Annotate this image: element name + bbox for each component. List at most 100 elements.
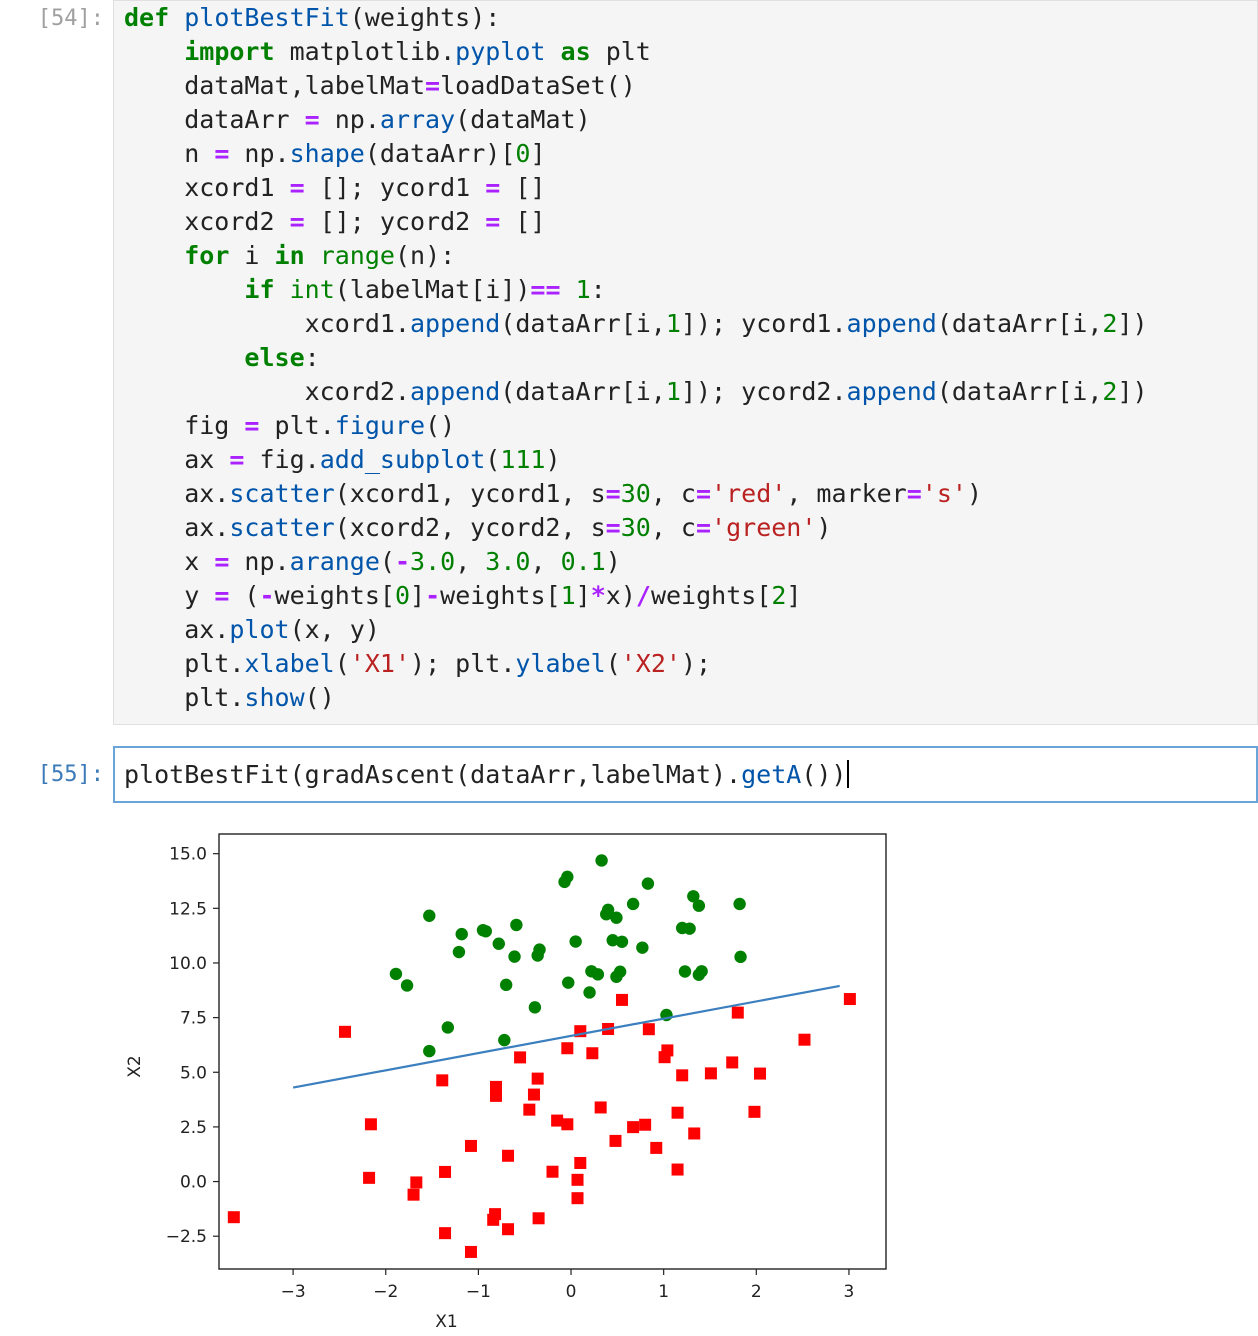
x-axis-label: X1 [435,1312,457,1332]
red-square-point [551,1114,564,1127]
red-square-point [661,1044,674,1057]
green-circle-point [498,1033,511,1047]
cell-55-prompt: [55]: [37,762,104,787]
red-square-point [639,1118,652,1131]
green-circle-point [510,918,523,932]
y-tick-label: 7.5 [180,1009,207,1029]
green-circle-point [389,967,403,981]
green-circle-point [423,1044,436,1058]
green-circle-point [615,935,629,948]
code-cell-55[interactable]: plotBestFit(gradAscent(dataArr,labelMat)… [113,746,1258,803]
code-line: ax.scatter(xcord1, ycord1, s=30, c='red'… [124,479,983,508]
code-cell-54[interactable]: def plotBestFit(weights): import matplot… [113,0,1258,725]
y-tick-label: 12.5 [169,899,207,919]
green-circle-point [455,927,468,941]
green-circle-point [695,965,708,978]
red-square-point [561,1042,574,1055]
red-square-point [731,1006,744,1019]
red-square-point [609,1134,622,1147]
green-circle-point [678,965,692,978]
cell-54-prompt: [54]: [37,6,104,31]
red-square-point [748,1105,761,1118]
red-square-point [798,1033,811,1046]
red-square-point [489,1089,502,1102]
green-circle-point [528,1001,542,1014]
x-tick-label: −2 [373,1282,398,1302]
green-circle-point [400,979,414,992]
x-tick-label: −1 [466,1282,491,1302]
red-square-point [571,1173,584,1186]
code-line: if int(labelMat[i])== 1: [244,275,606,304]
green-circle-point [692,899,706,912]
best-fit-line [292,984,840,1089]
green-circle-point [533,943,546,956]
green-circle-point [583,986,596,999]
code-line: xcord2.append(dataArr[i,1]); ycord2.appe… [124,377,1148,406]
green-circle-point [508,950,521,963]
red-square-point [439,1165,452,1178]
red-square-point [364,1118,377,1131]
red-square-point [671,1106,684,1119]
code-line: else: [244,343,320,372]
code-line: def plotBestFit(weights): [124,3,501,32]
red-square-point [514,1051,527,1064]
red-square-point [571,1192,584,1205]
y-axis-label: X2 [125,1055,145,1077]
code-editor-54[interactable]: def plotBestFit(weights): import matplot… [124,1,1257,715]
plot-frame [218,833,887,1270]
output-chart: −3 −2 −1 0 1 2 3 −2.5 0.0 2.5 5.0 7.5 10.0 12.5 15.0 X1… [125,833,887,1332]
code-editor-55[interactable]: plotBestFit(gradAscent(dataArr,labelMat)… [124,758,1256,792]
red-square-point [586,1047,599,1060]
x-tick-label: 0 [566,1282,577,1302]
code-line: ax.scatter(xcord2, ycord2, s=30, c='gree… [124,513,832,542]
y-tick-label: 5.0 [180,1063,207,1083]
y-tick-label: −2.5 [166,1227,207,1247]
red-square-point [227,1211,240,1224]
red-square-point [561,1118,574,1131]
x-tick-label: 2 [751,1282,762,1302]
code-line: x = np.arange(-3.0, 3.0, 0.1) [124,547,621,576]
green-circle-point [423,909,436,922]
x-tick-label: 3 [844,1282,855,1302]
code-line: plotBestFit(gradAscent(dataArr,labelMat)… [124,760,847,789]
red-square-point [502,1223,515,1236]
red-square-point [464,1139,477,1152]
red-square-point [527,1088,540,1101]
red-square-point [363,1171,376,1184]
green-circle-point [601,903,615,917]
red-square-point [410,1176,423,1189]
y-tick-label: 2.5 [180,1118,207,1138]
red-square-point [436,1074,449,1087]
green-circle-point [452,945,466,959]
green-circle-point [636,941,649,954]
green-circle-point [441,1021,455,1034]
green-circle-point [610,911,623,924]
code-line: dataArr = np.array(dataMat) [124,105,591,134]
code-line: fig = plt.figure() [124,411,456,440]
green-circle-point [734,950,747,964]
red-square-point [487,1213,500,1226]
text-cursor [847,760,850,788]
code-line: import matplotlib.pyplot as plt [184,37,651,66]
code-line: ax.plot(x, y) [124,615,380,644]
x-tick-label: 1 [658,1282,669,1302]
green-circle-point [626,897,640,911]
red-square-point [574,1156,587,1169]
red-square-point [627,1121,640,1134]
green-circle-point [687,890,700,903]
green-circle-point [683,922,696,935]
red-square-point [546,1165,559,1178]
green-circle-point [479,925,492,938]
red-square-point [843,993,856,1006]
green-circle-point [561,870,574,884]
code-line: plt.xlabel('X1'); plt.ylabel('X2'); [124,649,712,678]
red-square-point [704,1067,717,1080]
green-circle-point [591,968,605,981]
y-tick-label: 15.0 [169,845,207,865]
x-tick-label: −3 [281,1282,306,1302]
green-circle-point [499,978,513,992]
code-line: xcord1 = []; ycord1 = [] [124,173,546,202]
green-circle-point [569,935,582,948]
code-line: n = np.shape(dataArr)[0] [124,139,546,168]
code-line: for i in range(n): [184,241,456,270]
